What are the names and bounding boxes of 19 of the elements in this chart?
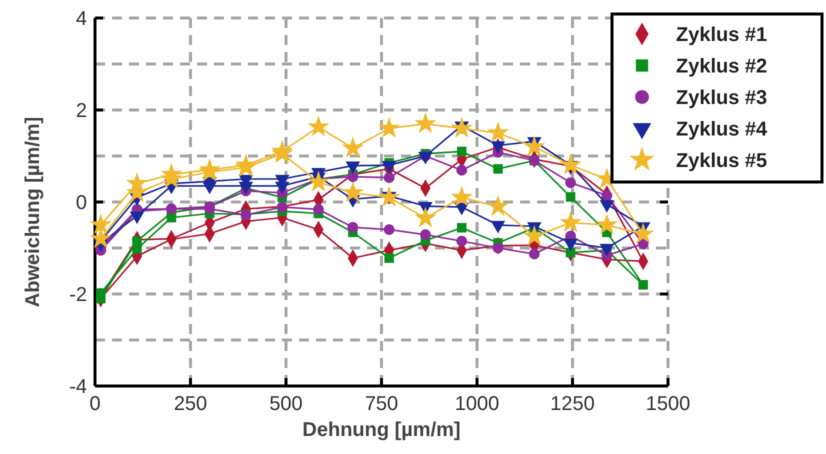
x-tick-label: 250 — [174, 393, 208, 415]
y-tick-label: -4 — [69, 376, 87, 398]
y-tick-label: 2 — [76, 100, 87, 122]
legend-label: Zyklus #3 — [676, 87, 768, 109]
legend-label: Zyklus #4 — [676, 118, 768, 140]
x-tick-label: 1500 — [646, 393, 690, 415]
y-tick-label: -2 — [69, 284, 87, 306]
x-tick-label: 500 — [269, 393, 303, 415]
y-tick-label: 0 — [76, 192, 87, 214]
x-tick-label: 1000 — [454, 393, 500, 415]
x-tick-label: 1250 — [550, 393, 595, 415]
y-tick-label: 4 — [76, 8, 87, 30]
legend-label: Zyklus #2 — [676, 56, 768, 78]
x-tick-label: 750 — [364, 393, 398, 415]
y-axis-title: Abweichung [µm/m] — [22, 116, 44, 308]
legend-label: Zyklus #5 — [676, 150, 768, 172]
legend-label: Zyklus #1 — [676, 24, 768, 46]
x-axis-title: Dehnung [µm/m] — [302, 419, 461, 441]
x-tick-label: 0 — [89, 393, 101, 415]
